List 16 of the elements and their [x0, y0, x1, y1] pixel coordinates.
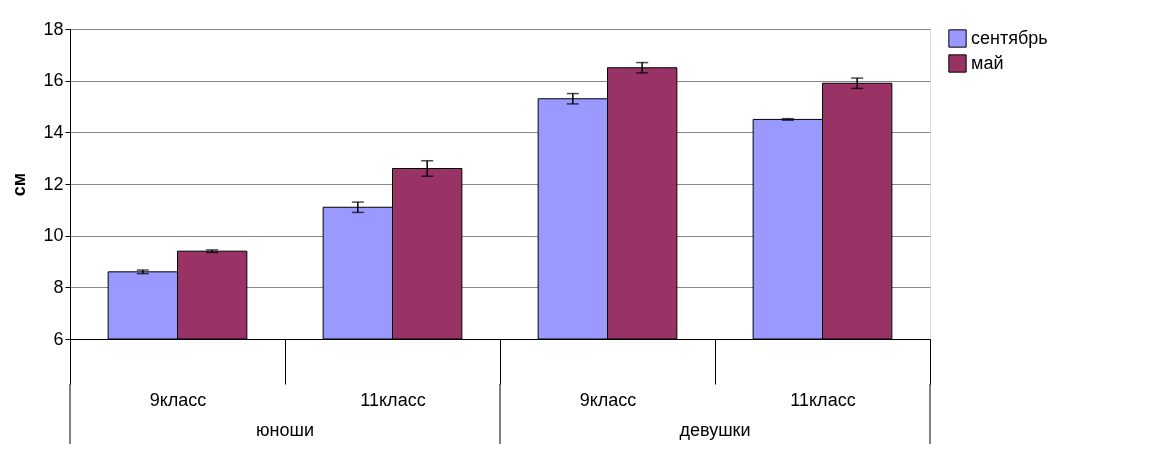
x-tick-label: 9класс [579, 389, 637, 410]
legend-label: май [971, 52, 1004, 73]
y-axis-title: см [9, 172, 30, 197]
x-tick-label: 11класс [360, 389, 426, 410]
x-tick-label: 11класс [790, 389, 856, 410]
x-tick-label: 9класс [149, 389, 207, 410]
y-tick-label: 18 [43, 18, 64, 39]
y-tick-label: 16 [43, 70, 64, 91]
text: юноши [256, 420, 314, 440]
y-tick-label: 14 [43, 121, 64, 142]
y-tick-label: 6 [53, 328, 64, 349]
text: девушки [679, 420, 751, 440]
y-tick-label: 12 [43, 173, 64, 194]
legend-label: сентябрь [971, 27, 1048, 48]
y-tick-label: 8 [53, 276, 64, 297]
y-tick-label: 10 [43, 225, 64, 246]
